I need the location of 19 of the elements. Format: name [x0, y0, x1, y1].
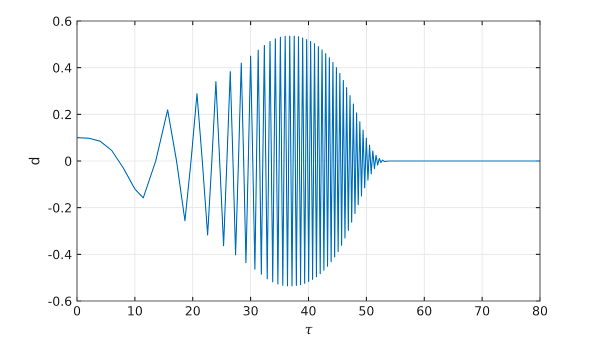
- y-tick-label: -0.2: [48, 203, 71, 213]
- y-tick-label: -0.6: [48, 296, 72, 306]
- y-tick-label: 0.4: [53, 63, 72, 73]
- y-axis-title: d: [28, 158, 40, 165]
- y-tick-label: 0: [65, 156, 72, 166]
- x-tick-label: 80: [532, 306, 548, 316]
- x-tick-label: 60: [417, 306, 432, 316]
- x-tick-label: 70: [475, 306, 490, 316]
- y-tick-label: 0.2: [53, 110, 71, 120]
- y-tick-label: -0.4: [48, 250, 72, 260]
- x-axis-title: τ: [306, 326, 313, 334]
- x-tick-label: 20: [186, 306, 200, 316]
- y-tick-label: 0.6: [53, 16, 72, 26]
- x-tick-label: 40: [301, 306, 316, 316]
- x-tick-label: 0: [74, 306, 80, 316]
- line-series: [77, 36, 540, 286]
- x-tick-label: 10: [128, 306, 142, 316]
- x-tick-label: 50: [359, 306, 374, 316]
- x-tick-label: 30: [244, 306, 258, 316]
